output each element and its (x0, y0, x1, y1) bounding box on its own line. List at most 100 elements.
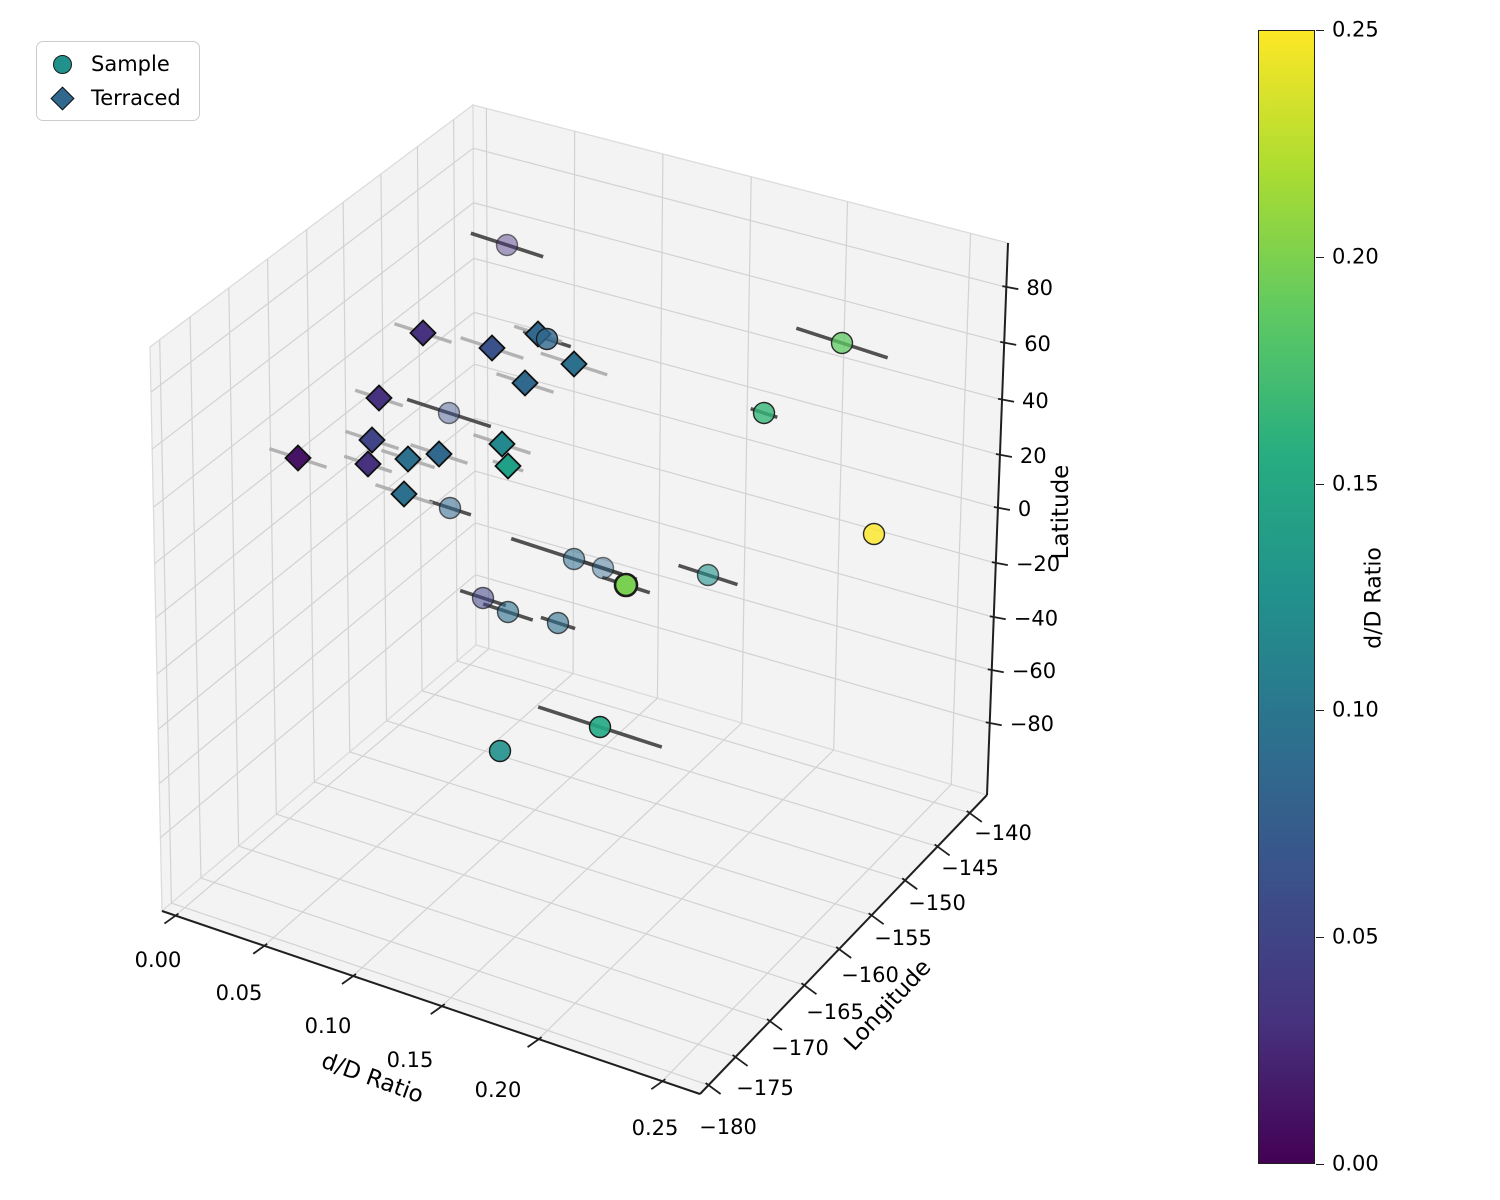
z-tick-label: −80 (1010, 712, 1054, 736)
sample-point (488, 739, 512, 763)
y-tick (800, 982, 818, 995)
gridline (741, 176, 752, 724)
markers (284, 233, 886, 763)
sample-errorbar (583, 560, 623, 576)
gridline (314, 781, 840, 950)
terraced-point (394, 445, 422, 473)
gridline (950, 233, 972, 785)
gridline (456, 660, 970, 814)
terraced-point (365, 384, 393, 412)
x-tick (341, 973, 357, 985)
z-axis-label: Latitude (1048, 465, 1074, 560)
gridline (473, 202, 1005, 344)
y-tick-label: −175 (736, 1076, 794, 1100)
sample-point (613, 572, 639, 598)
y-tick-label: −165 (806, 1000, 864, 1024)
y-tick (868, 912, 885, 925)
colorbar-tick (1316, 710, 1324, 712)
gridline (276, 813, 805, 986)
gridline (473, 311, 1001, 456)
terraced-point (354, 450, 382, 478)
gridline (416, 146, 423, 691)
x-tick (252, 943, 268, 955)
y-tick (966, 810, 983, 823)
terraced-point (409, 319, 437, 347)
x-tick (527, 1036, 543, 1048)
colorbar-tick (1316, 937, 1324, 939)
gridline (238, 845, 771, 1022)
colorbar-tick-label: 0.00 (1332, 1151, 1379, 1176)
gridline (266, 258, 277, 815)
x-tick (430, 1003, 446, 1015)
z-tick-label: 80 (1026, 276, 1053, 300)
z-tick-label: 0 (1018, 497, 1031, 521)
gridline (349, 751, 872, 916)
terraced-point (478, 334, 506, 362)
terraced-point (488, 430, 516, 458)
terraced-point (284, 444, 312, 472)
gridline (474, 417, 996, 564)
z-tick (995, 453, 1013, 458)
y-tick (901, 877, 918, 890)
gridline (441, 722, 743, 1007)
sample-errorbar (470, 231, 544, 259)
tick-labels: 0.00 0.05 0.10 0.15 0.20 0.25 −180 −175 −170 −165… (135, 276, 1074, 1140)
y-axis-line (699, 794, 988, 1095)
sample-point (588, 715, 612, 739)
colorbar-tick (1316, 30, 1324, 31)
sample-point (546, 611, 570, 635)
legend-label-sample: Sample (91, 51, 170, 76)
gridline (386, 720, 906, 881)
gridline (474, 363, 999, 509)
y-tick-label: −145 (941, 856, 999, 880)
terraced-point (560, 350, 588, 378)
z-tick-label: −20 (1016, 552, 1060, 576)
sample-point (830, 331, 854, 355)
z-tick (991, 561, 1008, 567)
legend-label-terraced: Terraced (91, 85, 181, 110)
x-tick-label: 0.10 (305, 1014, 352, 1038)
x-tick-label: 0.15 (387, 1048, 434, 1072)
colorbar (1258, 30, 1315, 1164)
colorbar-tick (1316, 483, 1324, 485)
terraced-point (390, 480, 418, 508)
z-tick (993, 506, 1011, 511)
gridline (159, 339, 173, 904)
gridline (380, 173, 388, 721)
gridline (228, 287, 240, 847)
z-tick-label: 60 (1024, 332, 1051, 356)
y-tick (766, 1018, 783, 1031)
sample-point (591, 556, 615, 580)
gridline (200, 877, 736, 1058)
gridline (485, 108, 490, 649)
gridline (263, 673, 574, 947)
gridline (475, 574, 990, 724)
colorbar-tick (1316, 1164, 1324, 1165)
colorbar-tick-label: 0.25 (1332, 17, 1379, 42)
z-tick (997, 397, 1015, 403)
gridline (833, 201, 849, 751)
y-tick-label: −155 (874, 926, 932, 950)
y-tick-label: −160 (841, 963, 899, 987)
x-tick (163, 912, 179, 925)
gridline (656, 153, 664, 699)
terraced-point (511, 369, 539, 397)
sample-point (562, 547, 586, 571)
sample-errorbar (406, 397, 492, 429)
x-tick (650, 1078, 666, 1090)
z-tick (1002, 285, 1019, 291)
gridline (155, 363, 475, 619)
gridline (474, 470, 994, 618)
gridline (160, 574, 476, 839)
gridline (153, 257, 475, 508)
gridline (151, 202, 474, 450)
gridline (156, 417, 476, 675)
gridline (352, 697, 658, 977)
colorbar-tick-label: 0.05 (1332, 924, 1379, 949)
gridline (189, 316, 202, 879)
z-tick-label: −40 (1014, 606, 1058, 630)
z-axis-line (986, 242, 1009, 796)
terraced-point (358, 426, 386, 454)
gridline (342, 202, 351, 752)
sample-point (495, 233, 519, 257)
